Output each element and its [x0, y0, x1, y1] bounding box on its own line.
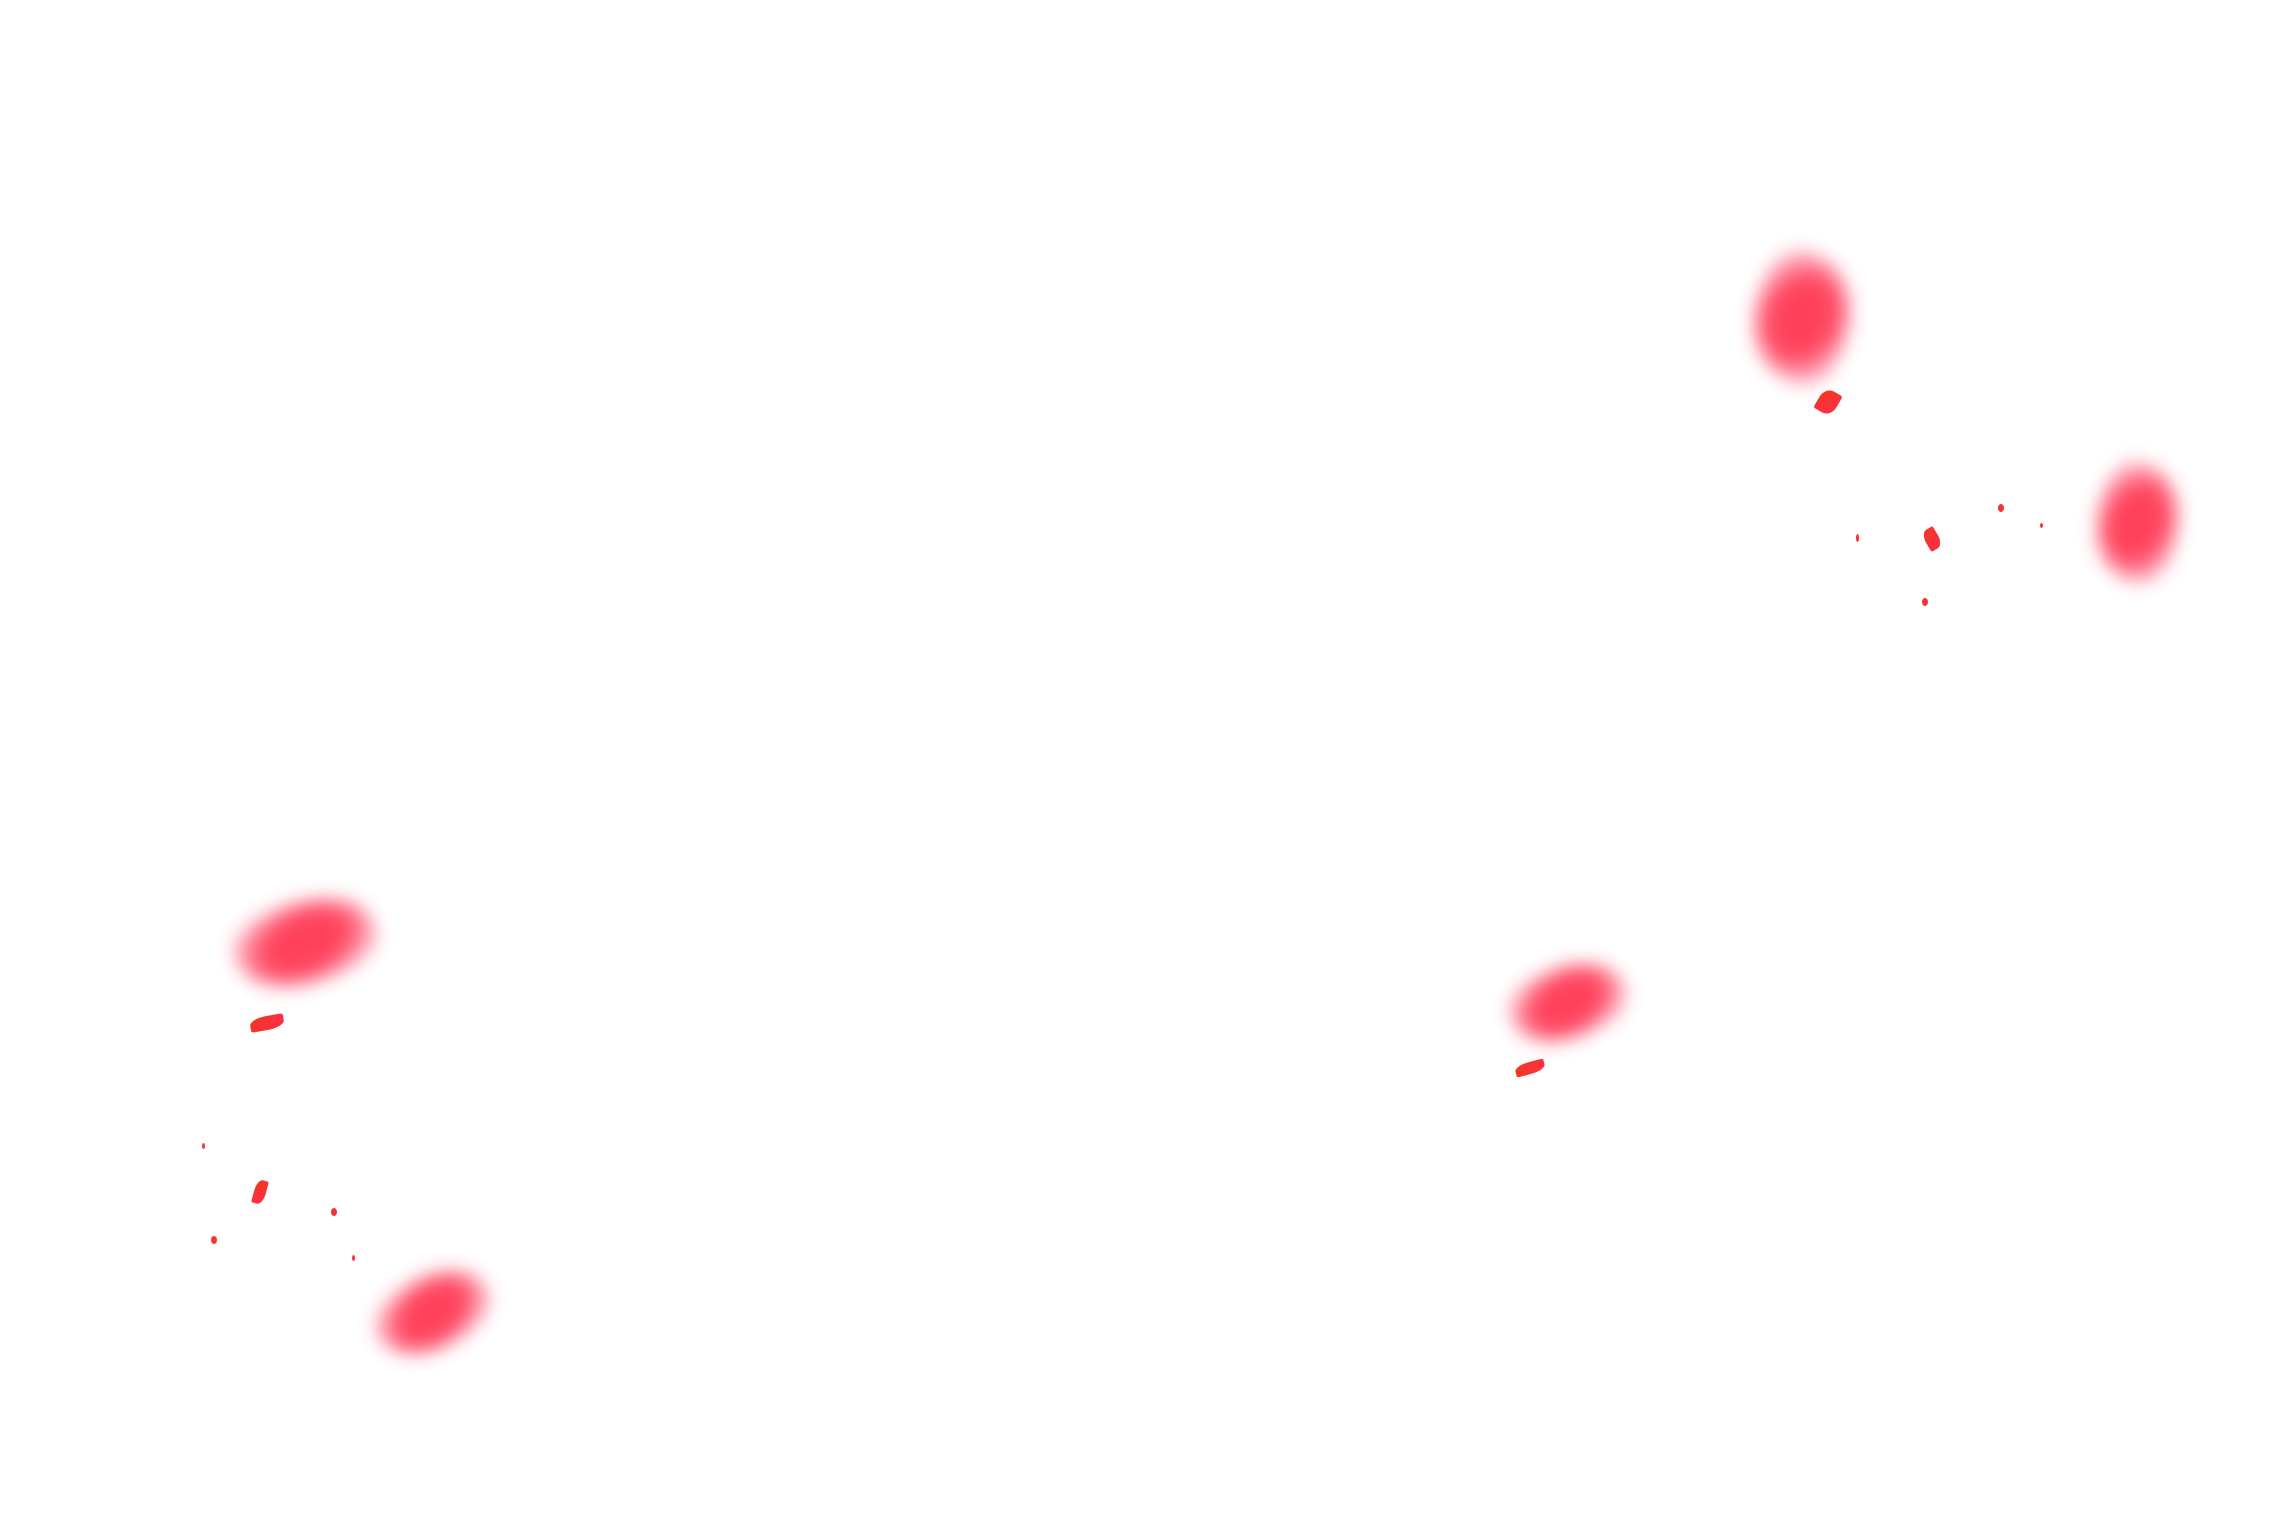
petal-fleck — [202, 1143, 205, 1149]
petal-fleck — [1998, 504, 2004, 512]
petal-fleck — [2040, 523, 2043, 528]
petal-fleck — [1813, 386, 1843, 418]
petal-fleck — [352, 1255, 355, 1261]
petal-fleck — [1513, 1058, 1547, 1078]
petal-fleck — [1856, 534, 1859, 542]
petal-fleck — [251, 1178, 269, 1206]
blurred-petal — [223, 874, 387, 1011]
petal-fleck — [1920, 525, 1944, 553]
petal-fleck — [331, 1208, 337, 1216]
blurred-petal — [1730, 239, 1874, 396]
blurred-petal — [364, 1247, 501, 1378]
petal-fleck — [249, 1013, 285, 1033]
blurred-petal — [1498, 941, 1637, 1064]
petal-fleck — [1922, 598, 1928, 606]
blurred-petal — [2077, 453, 2198, 592]
petal-fleck — [211, 1236, 217, 1244]
